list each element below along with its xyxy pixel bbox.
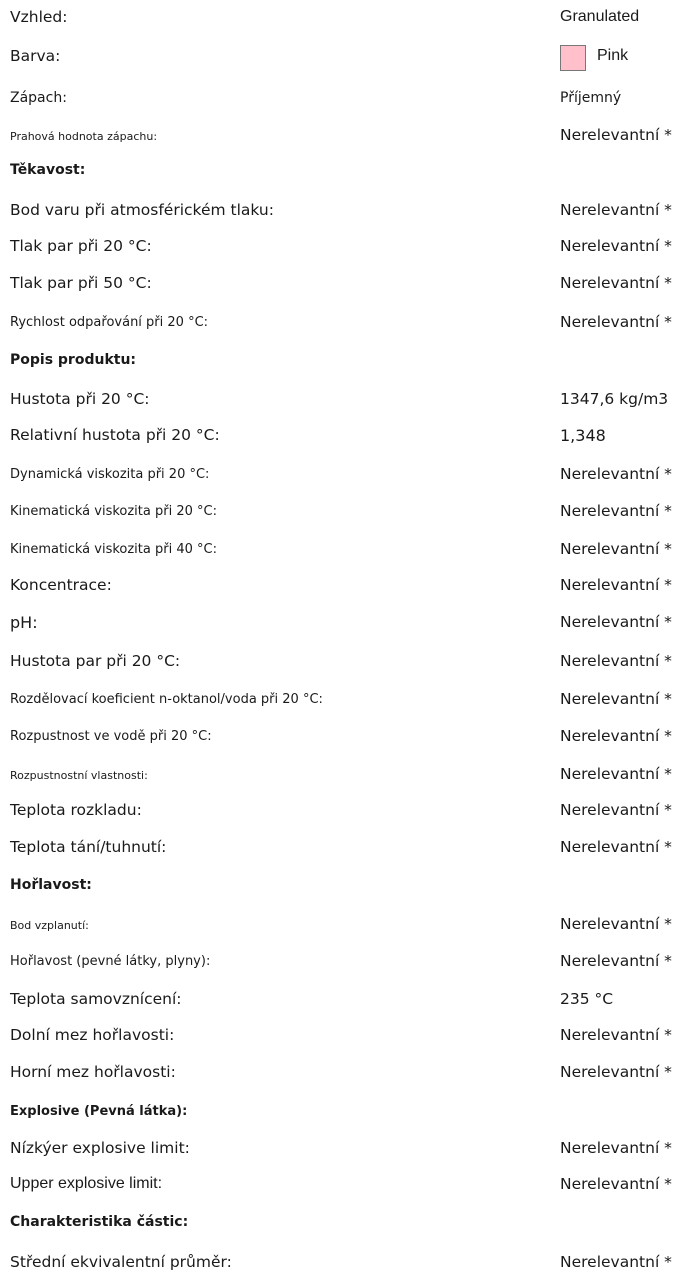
property-row-vapor-pressure-20: Tlak par při 20 °C: Nerelevantní * — [10, 237, 694, 267]
kinematic-viscosity-40-label: Kinematická viskozita při 40 °C: — [10, 542, 217, 557]
kinematic-viscosity-40-value: Nerelevantní * — [560, 540, 672, 558]
property-row-solubility-properties: Rozpustnostní vlastnosti: Nerelevantní * — [10, 765, 694, 795]
lower-explosive-limit-value: Nerelevantní * — [560, 1139, 672, 1157]
flash-point-label: Bod vzplanutí: — [10, 919, 89, 932]
color-value: Pink — [597, 47, 629, 64]
dynamic-viscosity-label: Dynamická viskozita při 20 °C: — [10, 467, 210, 482]
section-volatility: Těkavost: — [10, 162, 694, 192]
decomposition-temperature-value: Nerelevantní * — [560, 801, 672, 819]
solubility-properties-label: Rozpustnostní vlastnosti: — [10, 769, 148, 782]
property-row-mean-diameter: Střední ekvivalentní průměr: Nerelevantn… — [10, 1253, 694, 1283]
concentration-label: Koncentrace: — [10, 576, 112, 594]
solubility-properties-value: Nerelevantní * — [560, 765, 672, 783]
property-row-boiling-point: Bod varu při atmosférickém tlaku: Nerele… — [10, 201, 694, 231]
property-row-flash-point: Bod vzplanutí: Nerelevantní * — [10, 915, 694, 945]
property-row-odor: Zápach: Příjemný — [10, 90, 694, 120]
melting-point-label: Teplota tání/tuhnutí: — [10, 838, 167, 856]
upper-explosive-limit-label: Upper explosive limit: — [10, 1175, 163, 1192]
flash-point-value: Nerelevantní * — [560, 915, 672, 933]
kinematic-viscosity-20-value: Nerelevantní * — [560, 502, 672, 520]
color-label: Barva: — [10, 47, 61, 65]
property-row-upper-explosive-limit: Upper explosive limit: Nerelevantní * — [10, 1175, 694, 1205]
partition-coefficient-value: Nerelevantní * — [560, 690, 672, 708]
property-row-vapor-pressure-50: Tlak par při 50 °C: Nerelevantní * — [10, 274, 694, 304]
property-row-vapor-density: Hustota par při 20 °C: Nerelevantní * — [10, 652, 694, 682]
property-row-lower-explosive-limit: Nízkýer explosive limit: Nerelevantní * — [10, 1139, 694, 1169]
property-row-kinematic-viscosity-20: Kinematická viskozita při 20 °C: Nerelev… — [10, 502, 694, 532]
upper-flammability-limit-label: Horní mez hořlavosti: — [10, 1063, 176, 1081]
evaporation-rate-value: Nerelevantní * — [560, 313, 672, 331]
odor-label: Zápach: — [10, 90, 67, 106]
property-row-autoignition: Teplota samovznícení: 235 °C — [10, 990, 694, 1020]
property-row-evaporation-rate: Rychlost odpařování při 20 °C: Nerelevan… — [10, 313, 694, 343]
mean-diameter-value: Nerelevantní * — [560, 1253, 672, 1271]
boiling-point-value: Nerelevantní * — [560, 201, 672, 219]
property-row-flammability: Hořlavost (pevné látky, plyny): Nereleva… — [10, 952, 694, 982]
melting-point-value: Nerelevantní * — [560, 838, 672, 856]
density-label: Hustota při 20 °C: — [10, 390, 150, 408]
vapor-density-value: Nerelevantní * — [560, 652, 672, 670]
property-row-partition-coefficient: Rozdělovací koeficient n-oktanol/voda př… — [10, 690, 694, 720]
section-heading-explosive: Explosive (Pevná látka): — [10, 1104, 188, 1119]
property-row-density: Hustota při 20 °C: 1347,6 kg/m3 — [10, 390, 694, 420]
upper-explosive-limit-value: Nerelevantní * — [560, 1175, 672, 1193]
section-heading-flammability: Hořlavost: — [10, 877, 92, 893]
section-heading-particles: Charakteristika částic: — [10, 1214, 189, 1230]
autoignition-label: Teplota samovznícení: — [10, 990, 182, 1008]
relative-density-value: 1,348 — [560, 426, 606, 445]
property-row-dynamic-viscosity: Dynamická viskozita při 20 °C: Nerelevan… — [10, 465, 694, 495]
property-row-appearance: Vzhled: Granulated — [10, 8, 694, 38]
concentration-value: Nerelevantní * — [560, 576, 672, 594]
property-row-kinematic-viscosity-40: Kinematická viskozita při 40 °C: Nerelev… — [10, 540, 694, 570]
partition-coefficient-label: Rozdělovací koeficient n-oktanol/voda př… — [10, 692, 323, 707]
autoignition-value: 235 °C — [560, 990, 614, 1008]
decomposition-temperature-label: Teplota rozkladu: — [10, 801, 142, 819]
vapor-pressure-50-label: Tlak par při 50 °C: — [10, 274, 152, 292]
odor-value: Příjemný — [560, 90, 622, 106]
section-product: Popis produktu: — [10, 352, 694, 382]
relative-density-label: Relativní hustota při 20 °C: — [10, 426, 220, 444]
mean-diameter-label: Střední ekvivalentní průměr: — [10, 1253, 232, 1271]
property-row-concentration: Koncentrace: Nerelevantní * — [10, 576, 694, 606]
vapor-pressure-20-value: Nerelevantní * — [560, 237, 672, 255]
vapor-pressure-20-label: Tlak par při 20 °C: — [10, 237, 152, 255]
section-heading-volatility: Těkavost: — [10, 162, 86, 178]
property-row-color: Barva: Pink — [10, 45, 694, 77]
flammability-label: Hořlavost (pevné látky, plyny): — [10, 954, 211, 969]
property-row-odor-threshold: Prahová hodnota zápachu: Nerelevantní * — [10, 126, 694, 156]
water-solubility-label: Rozpustnost ve vodě při 20 °C: — [10, 729, 212, 744]
property-row-melting-point: Teplota tání/tuhnutí: Nerelevantní * — [10, 838, 694, 868]
vapor-density-label: Hustota par při 20 °C: — [10, 652, 181, 670]
water-solubility-value: Nerelevantní * — [560, 727, 672, 745]
property-row-lower-flammability-limit: Dolní mez hořlavosti: Nerelevantní * — [10, 1026, 694, 1056]
property-row-water-solubility: Rozpustnost ve vodě při 20 °C: Nerelevan… — [10, 727, 694, 757]
ph-value: Nerelevantní * — [560, 613, 672, 631]
property-row-upper-flammability-limit: Horní mez hořlavosti: Nerelevantní * — [10, 1063, 694, 1093]
section-particles: Charakteristika částic: — [10, 1214, 694, 1244]
section-explosive: Explosive (Pevná látka): — [10, 1102, 694, 1132]
lower-flammability-limit-value: Nerelevantní * — [560, 1026, 672, 1044]
property-row-decomposition-temperature: Teplota rozkladu: Nerelevantní * — [10, 801, 694, 831]
appearance-value: Granulated — [560, 8, 640, 25]
lower-explosive-limit-label: Nízkýer explosive limit: — [10, 1139, 190, 1157]
odor-threshold-label: Prahová hodnota zápachu: — [10, 130, 158, 143]
lower-flammability-limit-label: Dolní mez hořlavosti: — [10, 1026, 175, 1044]
evaporation-rate-label: Rychlost odpařování při 20 °C: — [10, 315, 209, 330]
property-row-ph: pH: Nerelevantní * — [10, 613, 694, 643]
appearance-label: Vzhled: — [10, 8, 68, 26]
section-flammability: Hořlavost: — [10, 877, 694, 907]
upper-flammability-limit-value: Nerelevantní * — [560, 1063, 672, 1081]
kinematic-viscosity-20-label: Kinematická viskozita při 20 °C: — [10, 504, 217, 519]
color-swatch — [560, 45, 586, 71]
boiling-point-label: Bod varu při atmosférickém tlaku: — [10, 201, 274, 219]
flammability-value: Nerelevantní * — [560, 952, 672, 970]
property-row-relative-density: Relativní hustota při 20 °C: 1,348 — [10, 426, 694, 456]
dynamic-viscosity-value: Nerelevantní * — [560, 465, 672, 483]
density-value: 1347,6 kg/m3 — [560, 390, 669, 408]
vapor-pressure-50-value: Nerelevantní * — [560, 274, 672, 292]
odor-threshold-value: Nerelevantní * — [560, 126, 672, 144]
ph-label: pH: — [10, 613, 38, 632]
section-heading-product: Popis produktu: — [10, 352, 137, 368]
